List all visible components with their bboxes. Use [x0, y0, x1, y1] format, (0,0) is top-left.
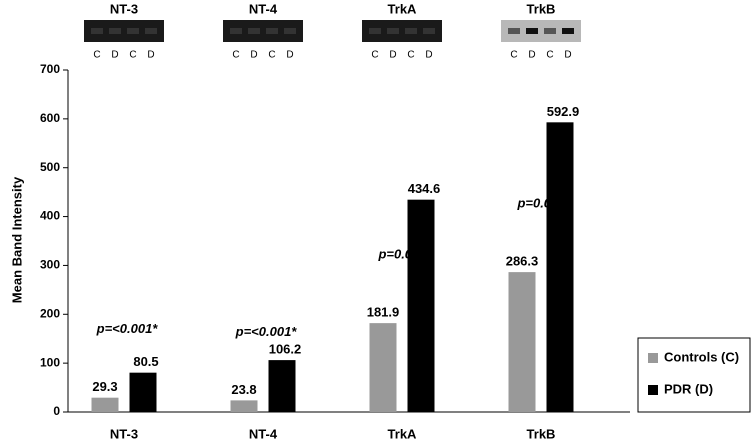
bar	[268, 360, 296, 412]
value-label: 29.3	[92, 379, 117, 394]
lane-label: C	[129, 50, 136, 61]
p-value: p=0.049*	[377, 247, 432, 262]
blot-band	[405, 28, 417, 34]
lane-label: C	[268, 50, 275, 61]
bar	[546, 122, 574, 413]
value-label: 286.3	[506, 254, 539, 269]
blot-band	[109, 28, 121, 34]
blot-label: TrkB	[527, 1, 556, 16]
blot-band	[526, 28, 538, 34]
blot-band	[248, 28, 260, 34]
x-tick-label: TrkA	[388, 426, 418, 441]
bar	[230, 400, 258, 412]
blot-band	[91, 28, 103, 34]
value-label: 106.2	[269, 342, 302, 357]
p-value: p=<0.001*	[96, 321, 159, 336]
blot-band	[230, 28, 242, 34]
lane-label: D	[147, 50, 154, 61]
value-label: 80.5	[133, 354, 158, 369]
lane-label: D	[389, 50, 396, 61]
blot-band	[387, 28, 399, 34]
blot-band	[284, 28, 296, 34]
blot-band	[266, 28, 278, 34]
y-tick-label: 500	[40, 160, 60, 174]
lane-label: C	[371, 50, 378, 61]
lane-label: C	[546, 50, 553, 61]
y-tick-label: 700	[40, 62, 60, 76]
blot-band	[508, 28, 520, 34]
p-value: p=0.003*	[516, 196, 571, 211]
value-label: 23.8	[231, 382, 256, 397]
bar	[129, 372, 157, 412]
blot-image	[223, 20, 303, 42]
x-tick-label: NT-3	[110, 426, 138, 441]
bar	[91, 397, 119, 412]
y-axis-title: Mean Band Intensity	[9, 176, 24, 303]
bar	[407, 199, 435, 412]
value-label: 434.6	[408, 181, 441, 196]
x-tick-label: NT-4	[249, 426, 278, 441]
blot-band	[562, 28, 574, 34]
lane-label: D	[564, 50, 571, 61]
p-value: p=<0.001*	[235, 324, 298, 339]
y-tick-label: 0	[53, 404, 60, 418]
y-tick-label: 200	[40, 306, 60, 320]
blot-band	[145, 28, 157, 34]
y-tick-label: 100	[40, 355, 60, 369]
lane-label: D	[286, 50, 293, 61]
blot-label: TrkA	[388, 1, 418, 16]
y-tick-label: 600	[40, 111, 60, 125]
legend-label: PDR (D)	[664, 381, 713, 396]
x-tick-label: TrkB	[527, 426, 556, 441]
y-tick-label: 400	[40, 209, 60, 223]
bar	[508, 272, 536, 412]
blot-band	[369, 28, 381, 34]
lane-label: C	[232, 50, 239, 61]
blot-label: NT-3	[110, 1, 138, 16]
legend-label: Controls (C)	[664, 349, 739, 364]
bar	[369, 323, 397, 412]
blot-band	[423, 28, 435, 34]
blot-label: NT-4	[249, 1, 278, 16]
lane-label: C	[510, 50, 517, 61]
lane-label: C	[407, 50, 414, 61]
blot-image	[84, 20, 164, 42]
lane-label: D	[425, 50, 432, 61]
lane-label: D	[528, 50, 535, 61]
lane-label: D	[111, 50, 118, 61]
blot-band	[544, 28, 556, 34]
value-label: 592.9	[547, 104, 580, 119]
legend-box	[637, 337, 751, 413]
lane-label: D	[250, 50, 257, 61]
y-tick-label: 300	[40, 258, 60, 272]
blot-band	[127, 28, 139, 34]
blot-image	[501, 20, 581, 42]
lane-label: C	[93, 50, 100, 61]
legend-swatch	[648, 385, 658, 395]
value-label: 181.9	[367, 305, 400, 320]
blot-image	[362, 20, 442, 42]
legend-swatch	[648, 353, 658, 363]
